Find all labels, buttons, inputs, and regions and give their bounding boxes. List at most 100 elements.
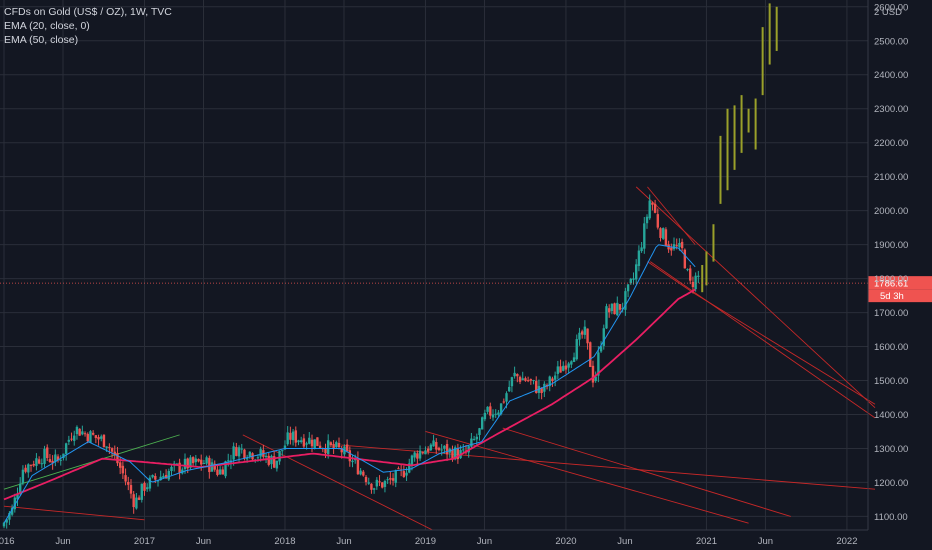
ema-lines: [3, 244, 696, 524]
candle-body: [294, 430, 297, 443]
candle-body: [191, 457, 195, 464]
candle-body: [413, 452, 416, 458]
candle-body: [13, 497, 17, 510]
candle-body: [94, 435, 98, 438]
candle-body: [124, 475, 127, 482]
candle-body: [697, 275, 700, 277]
candle-body: [73, 435, 76, 441]
candle-body: [505, 393, 508, 402]
candle-body: [602, 328, 605, 346]
candle-body: [81, 431, 84, 435]
candle-body: [221, 469, 225, 475]
candle-body: [432, 440, 435, 447]
candle-body: [40, 463, 44, 465]
candle-body: [683, 249, 687, 269]
trend-line: [692, 291, 876, 405]
candle-body: [118, 462, 122, 468]
trend-line: [647, 261, 693, 293]
ema50-line: [3, 288, 696, 501]
candle-body: [416, 453, 419, 459]
candle-body: [359, 470, 362, 475]
candle-body: [402, 471, 406, 477]
legend-ema50[interactable]: EMA (50, close): [4, 34, 79, 46]
candle-body: [91, 432, 95, 435]
candle-body: [599, 346, 603, 352]
legend-symbol[interactable]: CFDs on Gold (US$ / OZ), 1W, TVC: [4, 6, 172, 18]
candle-body: [391, 478, 395, 481]
candle-body: [154, 475, 157, 480]
candle-body: [562, 365, 565, 371]
candle-body: [381, 482, 384, 488]
candle-body: [59, 459, 62, 461]
candles: [2, 194, 700, 529]
candle-body: [364, 476, 368, 483]
candle-body: [332, 444, 335, 449]
candle-body: [610, 303, 614, 312]
candle-body: [205, 457, 208, 464]
candle-body: [689, 268, 692, 281]
candle-body: [200, 459, 203, 465]
candle-body: [502, 401, 506, 403]
candle-body: [272, 456, 276, 468]
candle-body: [283, 445, 287, 450]
x-tick-label: Jun: [477, 536, 492, 547]
x-tick-label: Jun: [55, 536, 70, 547]
candle-body: [313, 439, 316, 449]
candle-body: [613, 303, 616, 315]
y-tick-label: 2200.00: [874, 138, 908, 149]
candle-body: [108, 446, 111, 448]
candle-body: [435, 442, 438, 450]
x-tick-label: 2016: [0, 536, 15, 547]
candle-body: [508, 386, 511, 392]
trend-line: [502, 427, 791, 517]
candle-body: [378, 481, 381, 483]
candle-body: [151, 474, 154, 478]
candle-body: [564, 365, 568, 370]
x-tick-label: Jun: [196, 536, 211, 547]
y-tick-label: 1400.00: [874, 410, 908, 421]
candle-body: [524, 378, 527, 381]
candle-body: [367, 482, 370, 484]
candle-body: [475, 436, 478, 440]
projection-bars: [701, 3, 778, 293]
candle-body: [132, 494, 135, 508]
candle-body: [443, 445, 446, 449]
candle-body: [110, 448, 114, 452]
trend-line: [647, 186, 696, 245]
candle-body: [116, 452, 119, 464]
y-tick-label: 1800.00: [874, 274, 908, 285]
y-tick-label: 2300.00: [874, 104, 908, 115]
candle-body: [75, 426, 79, 435]
legend-ema20[interactable]: EMA (20, close, 0): [4, 20, 90, 32]
candle-body: [348, 450, 352, 462]
candle-body: [318, 445, 322, 449]
candle-body: [567, 363, 570, 368]
candle-body: [186, 458, 189, 469]
candle-body: [499, 403, 503, 414]
x-tick-label: 2020: [555, 536, 576, 547]
trend-line: [425, 431, 749, 524]
candle-body: [589, 342, 592, 367]
candle-body: [516, 373, 519, 377]
trend-line: [341, 444, 876, 490]
candle-body: [643, 223, 646, 249]
candle-body: [235, 447, 238, 456]
y-tick-label: 1900.00: [874, 240, 908, 251]
candle-body: [227, 460, 230, 462]
candle-body: [575, 339, 578, 360]
candle-body: [37, 459, 41, 464]
candle-body: [548, 376, 551, 387]
candle-body: [556, 366, 560, 374]
candle-body: [248, 451, 252, 457]
candle-body: [316, 437, 319, 446]
candle-body: [291, 431, 295, 441]
candle-body: [245, 458, 249, 460]
candle-body: [51, 460, 54, 464]
candle-body: [46, 447, 49, 459]
trend-line: [635, 186, 876, 409]
candle-body: [243, 449, 246, 459]
candle-body: [632, 278, 635, 280]
x-tick-label: 2017: [134, 536, 155, 547]
